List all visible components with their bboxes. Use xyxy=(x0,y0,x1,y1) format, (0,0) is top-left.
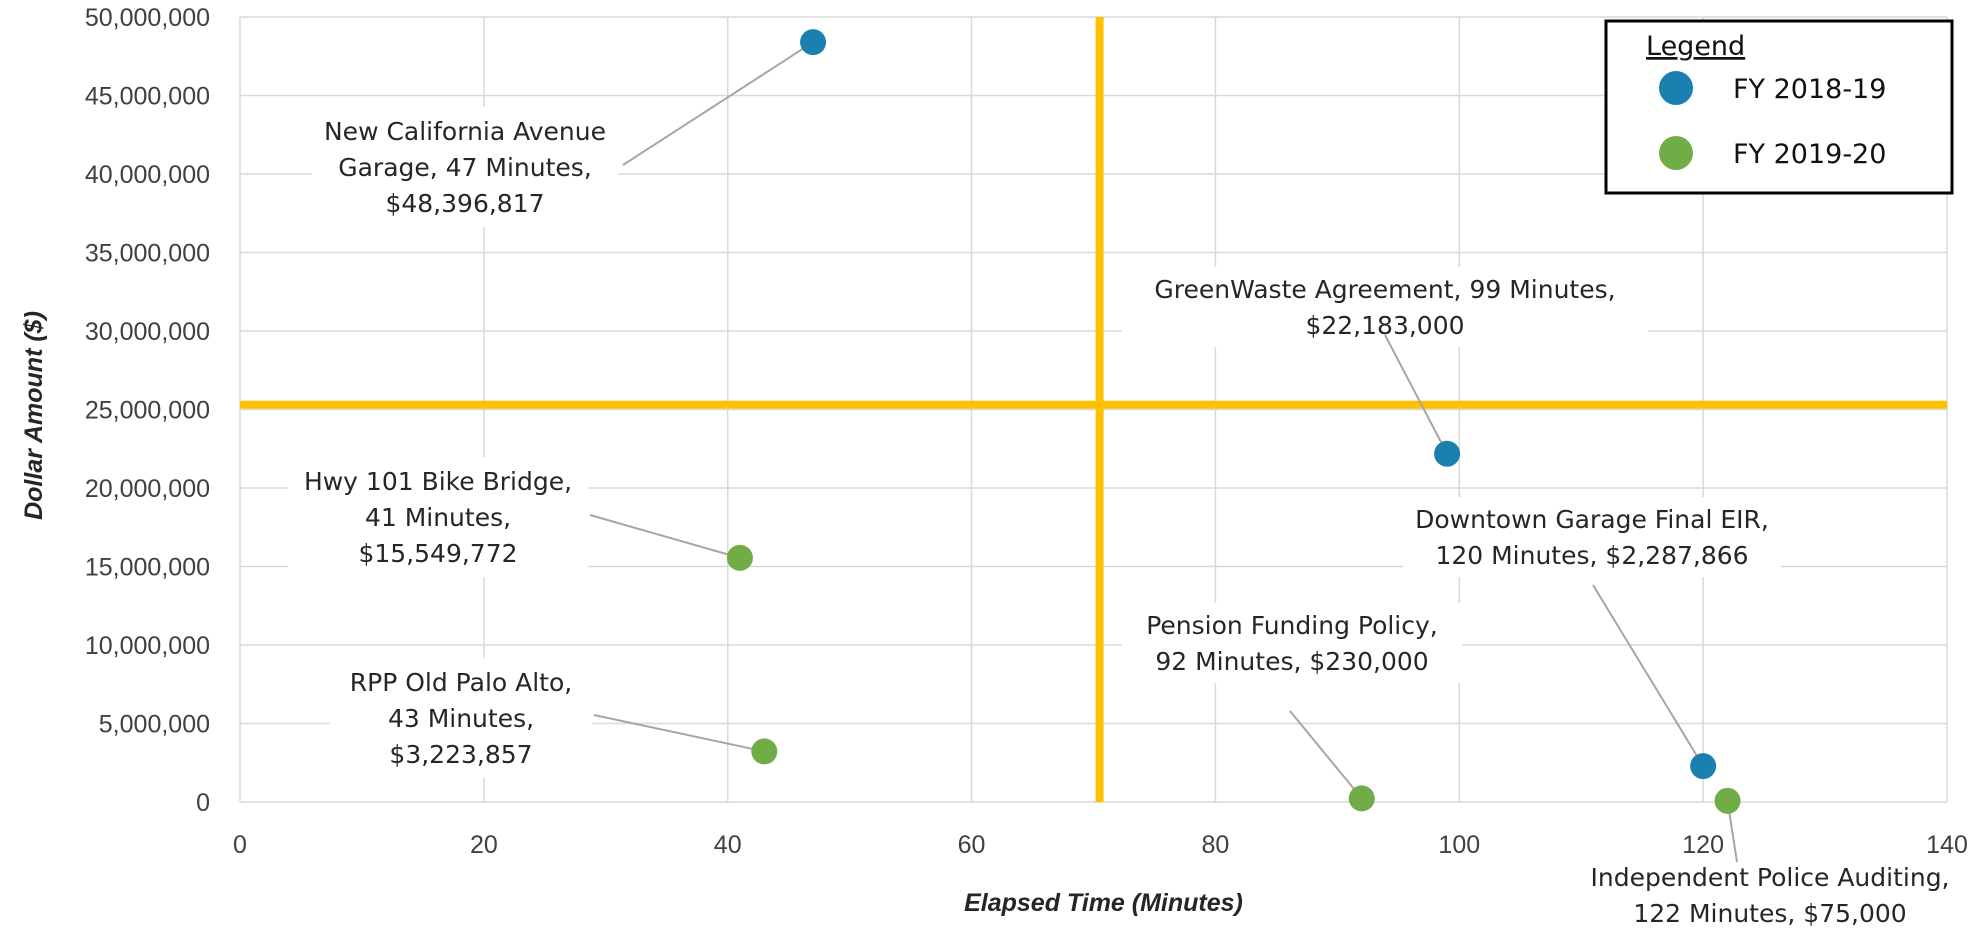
data-label: Garage, 47 Minutes, xyxy=(338,153,592,182)
data-label: New California Avenue xyxy=(324,117,606,146)
y-tick-label: 50,000,000 xyxy=(85,4,210,32)
y-axis-title: Dollar Amount ($) xyxy=(20,311,48,520)
y-tick-label: 35,000,000 xyxy=(85,240,210,268)
y-tick-label: 40,000,000 xyxy=(85,161,210,189)
data-label: Hwy 101 Bike Bridge, xyxy=(304,467,572,496)
data-label: $15,549,772 xyxy=(358,539,517,568)
y-tick-label: 0 xyxy=(196,789,210,817)
data-label: 41 Minutes, xyxy=(365,503,511,532)
x-axis-title: Elapsed Time (Minutes) xyxy=(964,889,1243,917)
data-label: RPP Old Palo Alto, xyxy=(350,668,572,697)
leader-line xyxy=(593,714,765,753)
data-label: GreenWaste Agreement, 99 Minutes, xyxy=(1154,275,1615,304)
leader-line xyxy=(1289,710,1363,800)
leader-line xyxy=(589,514,741,559)
leader-line xyxy=(1592,584,1704,767)
data-label: $3,223,857 xyxy=(389,740,532,769)
x-tick-label: 0 xyxy=(233,831,247,859)
data-label: Downtown Garage Final EIR, xyxy=(1415,505,1769,534)
legend-label: FY 2018-19 xyxy=(1733,74,1886,105)
data-point xyxy=(1348,785,1375,812)
annotation-box xyxy=(1122,603,1462,683)
data-point xyxy=(751,738,778,765)
annotation-box xyxy=(1403,497,1781,577)
annotation-box xyxy=(330,658,592,778)
annotation-box xyxy=(1122,267,1648,347)
data-label: $22,183,000 xyxy=(1305,311,1464,340)
legend-label: FY 2019-20 xyxy=(1733,139,1886,170)
x-tick-label: 60 xyxy=(958,831,986,859)
x-tick-label: 100 xyxy=(1438,831,1480,859)
annotation-box xyxy=(1570,855,1970,935)
data-point xyxy=(1690,753,1717,780)
data-label: 122 Minutes, $75,000 xyxy=(1633,899,1906,928)
y-tick-label: 30,000,000 xyxy=(85,318,210,346)
data-label: 120 Minutes, $2,287,866 xyxy=(1435,541,1748,570)
legend-title: Legend xyxy=(1646,31,1745,62)
data-point xyxy=(1714,787,1741,814)
x-tick-label: 20 xyxy=(470,831,498,859)
data-label: Pension Funding Policy, xyxy=(1146,611,1438,640)
y-tick-label: 5,000,000 xyxy=(99,711,210,739)
leader-line xyxy=(622,41,814,166)
annotations: New California Avenue Garage, 47 Minutes,… xyxy=(288,41,1970,935)
y-tick-label: 20,000,000 xyxy=(85,475,210,503)
y-tick-label: 25,000,000 xyxy=(85,397,210,425)
annotation-box xyxy=(312,107,618,227)
data-point xyxy=(800,29,827,56)
x-tick-label: 80 xyxy=(1202,831,1230,859)
x-tick-label: 40 xyxy=(714,831,742,859)
y-tick-label: 10,000,000 xyxy=(85,632,210,660)
x-tick-label: 120 xyxy=(1682,831,1724,859)
gridlines xyxy=(239,16,1948,803)
x-tick-label: 140 xyxy=(1926,831,1968,859)
legend-marker xyxy=(1659,136,1693,170)
data-point xyxy=(1434,440,1461,467)
data-label: 92 Minutes, $230,000 xyxy=(1155,647,1428,676)
legend: Legend FY 2018-19 FY 2019-20 xyxy=(1604,19,1954,195)
legend-marker xyxy=(1659,71,1693,105)
data-label: Independent Police Auditing, xyxy=(1590,863,1949,892)
y-tick-label: 45,000,000 xyxy=(85,83,210,111)
leader-line xyxy=(1384,334,1448,455)
y-tick-label: 15,000,000 xyxy=(85,554,210,582)
annotation-box xyxy=(288,457,588,577)
data-label: 43 Minutes, xyxy=(388,704,534,733)
data-points xyxy=(726,29,1741,814)
data-point xyxy=(726,544,753,571)
data-label: $48,396,817 xyxy=(385,189,544,218)
